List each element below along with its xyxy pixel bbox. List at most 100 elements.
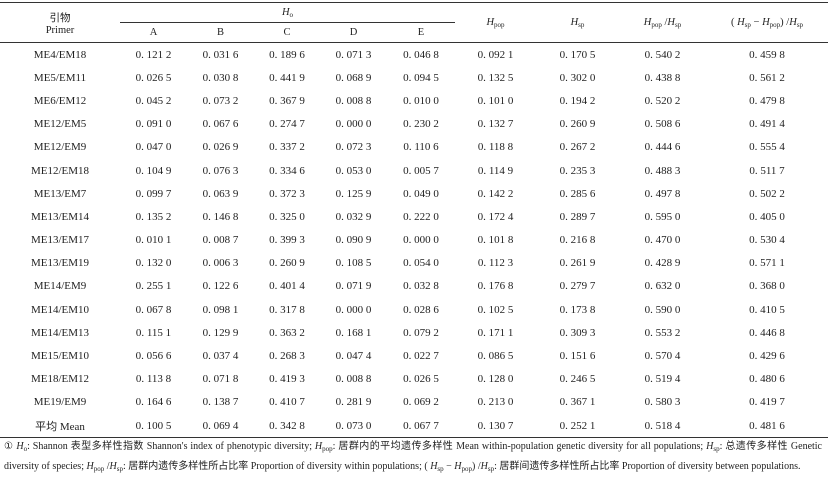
- table-cell: 0. 511 7: [749, 164, 785, 177]
- table-cell: 0. 334 6: [269, 164, 305, 177]
- text: H: [706, 441, 714, 452]
- table-cell: 0. 508 6: [644, 118, 681, 131]
- subscript: o: [23, 445, 28, 453]
- table-cell: 0. 246 5: [559, 373, 596, 386]
- table-cell: 0. 252 1: [536, 414, 619, 439]
- subscript: o: [289, 10, 294, 19]
- table-cell: 0. 142 2: [477, 187, 514, 200]
- table-cell: 0. 067 6: [202, 118, 239, 131]
- table-cell: 0. 063 9: [202, 187, 239, 200]
- table-cell: ME19/EM9: [33, 396, 87, 409]
- table-cell: 0. 441 9: [269, 71, 305, 84]
- text: −: [443, 461, 455, 472]
- table-cell: ME14/EM9: [33, 280, 87, 293]
- table-row: ME5/EM11 0. 026 5 0. 030 8 0. 441 9 0. 068 9…: [0, 66, 828, 89]
- table-cell: ME14/EM13: [30, 326, 90, 339]
- table-cell: 0. 104 9: [135, 164, 172, 177]
- header-cell: Hpop /Hsp: [619, 2, 706, 43]
- table-cell: 0. 079 2: [403, 326, 439, 339]
- subscript: sp: [487, 465, 495, 473]
- table-cell: 0. 446 8: [749, 326, 785, 339]
- table-cell: 0. 067 7: [387, 414, 455, 439]
- table-cell: 0. 429 6: [749, 350, 785, 363]
- text: H: [314, 441, 323, 452]
- header-cell: Hpop: [455, 2, 536, 43]
- table-cell: ME13/EM19: [30, 257, 90, 270]
- table-cell: 0. 189 6: [269, 48, 305, 61]
- table-cell: 0. 438 8: [644, 71, 681, 84]
- table-cell: 0. 553 2: [644, 326, 681, 339]
- table-cell: 0. 491 4: [749, 118, 785, 131]
- table-cell: 0. 056 6: [135, 350, 172, 363]
- text: /: [104, 461, 110, 472]
- table-cell: ME5/EM11: [33, 71, 87, 84]
- subscript: pop: [651, 20, 662, 29]
- table-cell: 0. 590 0: [644, 303, 681, 316]
- table-cell: 0. 118 8: [477, 141, 514, 154]
- table-cell: 0. 168 1: [335, 326, 372, 339]
- table-row: ME4/EM18 0. 121 2 0. 031 6 0. 189 6 0. 071 3…: [0, 43, 828, 67]
- header-row: 引物 Primer Ho Hpop Hsp Hpop /Hsp( Hsp − Hpop) …: [0, 2, 828, 43]
- header-cell: A: [120, 22, 187, 43]
- text: : 居群间遗传多样性所占比率 Proportion of diversity b…: [494, 461, 801, 472]
- table-cell: 0. 108 5: [335, 257, 372, 270]
- table-row: ME12/EM5 0. 091 0 0. 067 6 0. 274 7 0. 000 0…: [0, 113, 828, 136]
- header-text: Primer: [45, 24, 75, 36]
- table-cell: 0. 267 2: [559, 141, 596, 154]
- table-cell: 0. 309 3: [559, 326, 596, 339]
- table-cell: 0. 030 8: [202, 71, 239, 84]
- subscript: sp: [437, 465, 444, 473]
- text: ) /: [472, 461, 481, 472]
- subscript: pop: [93, 465, 105, 473]
- table-cell: 0. 176 8: [477, 280, 514, 293]
- table-cell: 0. 401 4: [269, 280, 305, 293]
- table-cell: 0. 125 9: [335, 187, 372, 200]
- text: H: [643, 16, 652, 28]
- table-cell: 0. 410 5: [749, 303, 785, 316]
- text: H: [789, 16, 797, 28]
- table-cell: ME13/EM14: [30, 210, 90, 223]
- table-cell: 0. 410 7: [269, 396, 305, 409]
- table-cell: 0. 260 9: [269, 257, 305, 270]
- table-body: ME4/EM18 0. 121 2 0. 031 6 0. 189 6 0. 071 3…: [0, 43, 828, 439]
- subscript: sp: [796, 20, 804, 29]
- table-cell: 0. 006 3: [202, 257, 239, 270]
- table-cell: 0. 216 8: [559, 234, 596, 247]
- header-cell: ( Hsp − Hpop) /Hsp: [706, 2, 828, 43]
- table-cell: 0. 101 0: [477, 94, 514, 107]
- table-cell: ME13/EM17: [30, 234, 90, 247]
- subscript: pop: [494, 20, 505, 29]
- table-row: ME13/EM19 0. 132 0 0. 006 3 0. 260 9 0. 108 …: [0, 252, 828, 275]
- table-cell: 0. 194 2: [559, 94, 596, 107]
- text: H: [667, 16, 675, 28]
- subscript: pop: [769, 20, 781, 29]
- table-cell: 0. 502 2: [749, 187, 785, 200]
- table-cell: 0. 115 1: [135, 326, 172, 339]
- header-cell: Hsp: [536, 2, 619, 43]
- table-cell: 0. 098 1: [202, 303, 239, 316]
- text: −: [750, 16, 763, 28]
- table-cell: 0. 470 0: [644, 234, 681, 247]
- text: H: [281, 6, 290, 18]
- table-cell: 0. 000 0: [335, 303, 372, 316]
- table-cell: 0. 363 2: [269, 326, 305, 339]
- table-cell: 0. 068 9: [335, 71, 372, 84]
- table-cell: 0. 555 4: [749, 141, 785, 154]
- table-cell: 0. 488 3: [644, 164, 681, 177]
- table-cell: 0. 071 3: [335, 48, 372, 61]
- table-cell: 0. 128 0: [477, 373, 514, 386]
- header-text: 引物: [49, 12, 71, 24]
- table-cell: 0. 213 0: [477, 396, 514, 409]
- table-cell: 0. 049 0: [403, 187, 439, 200]
- table-cell: 平均 Mean: [0, 414, 120, 439]
- header-cell: E: [387, 22, 455, 43]
- table-cell: 0. 000 0: [335, 118, 372, 131]
- header-cell: B: [187, 22, 254, 43]
- table-cell: 0. 071 8: [202, 373, 239, 386]
- table-cell: 0. 130 7: [455, 414, 536, 439]
- text: : Shannon 表型多样性指数 Shannon's index of phe…: [27, 441, 315, 452]
- table-cell: 0. 580 3: [644, 396, 681, 409]
- table-cell: 0. 281 9: [335, 396, 372, 409]
